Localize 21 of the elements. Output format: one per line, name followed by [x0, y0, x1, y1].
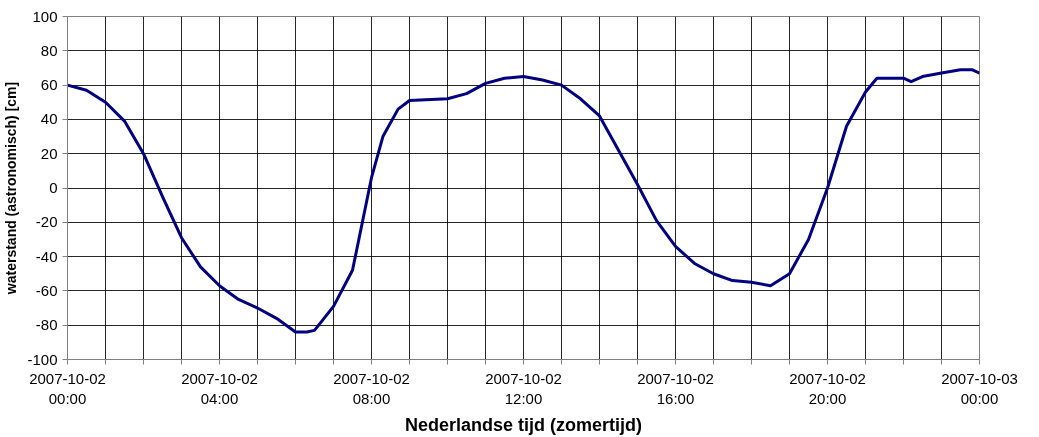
y-tick-label: 60: [40, 76, 58, 94]
y-tick-label: 40: [40, 110, 58, 128]
x-tick-label: 2007-10-02 12:00: [485, 369, 562, 407]
x-tick-label: 2007-10-02 16:00: [637, 369, 714, 407]
y-tick-label: -100: [27, 350, 58, 368]
x-tick-label: 2007-10-02 20:00: [789, 369, 866, 407]
y-tick-label: -60: [35, 281, 58, 299]
line-series: [67, 68, 980, 334]
y-axis-title: waterstand (astronomisch) [cm]: [3, 81, 20, 296]
x-tick-label: 2007-10-02 08:00: [333, 369, 410, 407]
y-tick-label: 0: [49, 179, 58, 196]
y-tick-label: -40: [35, 247, 58, 265]
x-tick-label: 2007-10-03 00:00: [941, 369, 1018, 407]
x-axis-title: Nederlandse tijd (zomertijd): [404, 414, 643, 435]
x-tick-label: 2007-10-02 04:00: [181, 369, 258, 407]
y-tick-label: -20: [35, 213, 58, 231]
x-tick-label: 2007-10-02 00:00: [29, 369, 106, 407]
y-tick-label: -80: [35, 316, 58, 334]
y-tick-label: 80: [40, 41, 58, 59]
y-tick-label: 100: [32, 7, 58, 25]
y-tick-label: 20: [40, 144, 58, 162]
